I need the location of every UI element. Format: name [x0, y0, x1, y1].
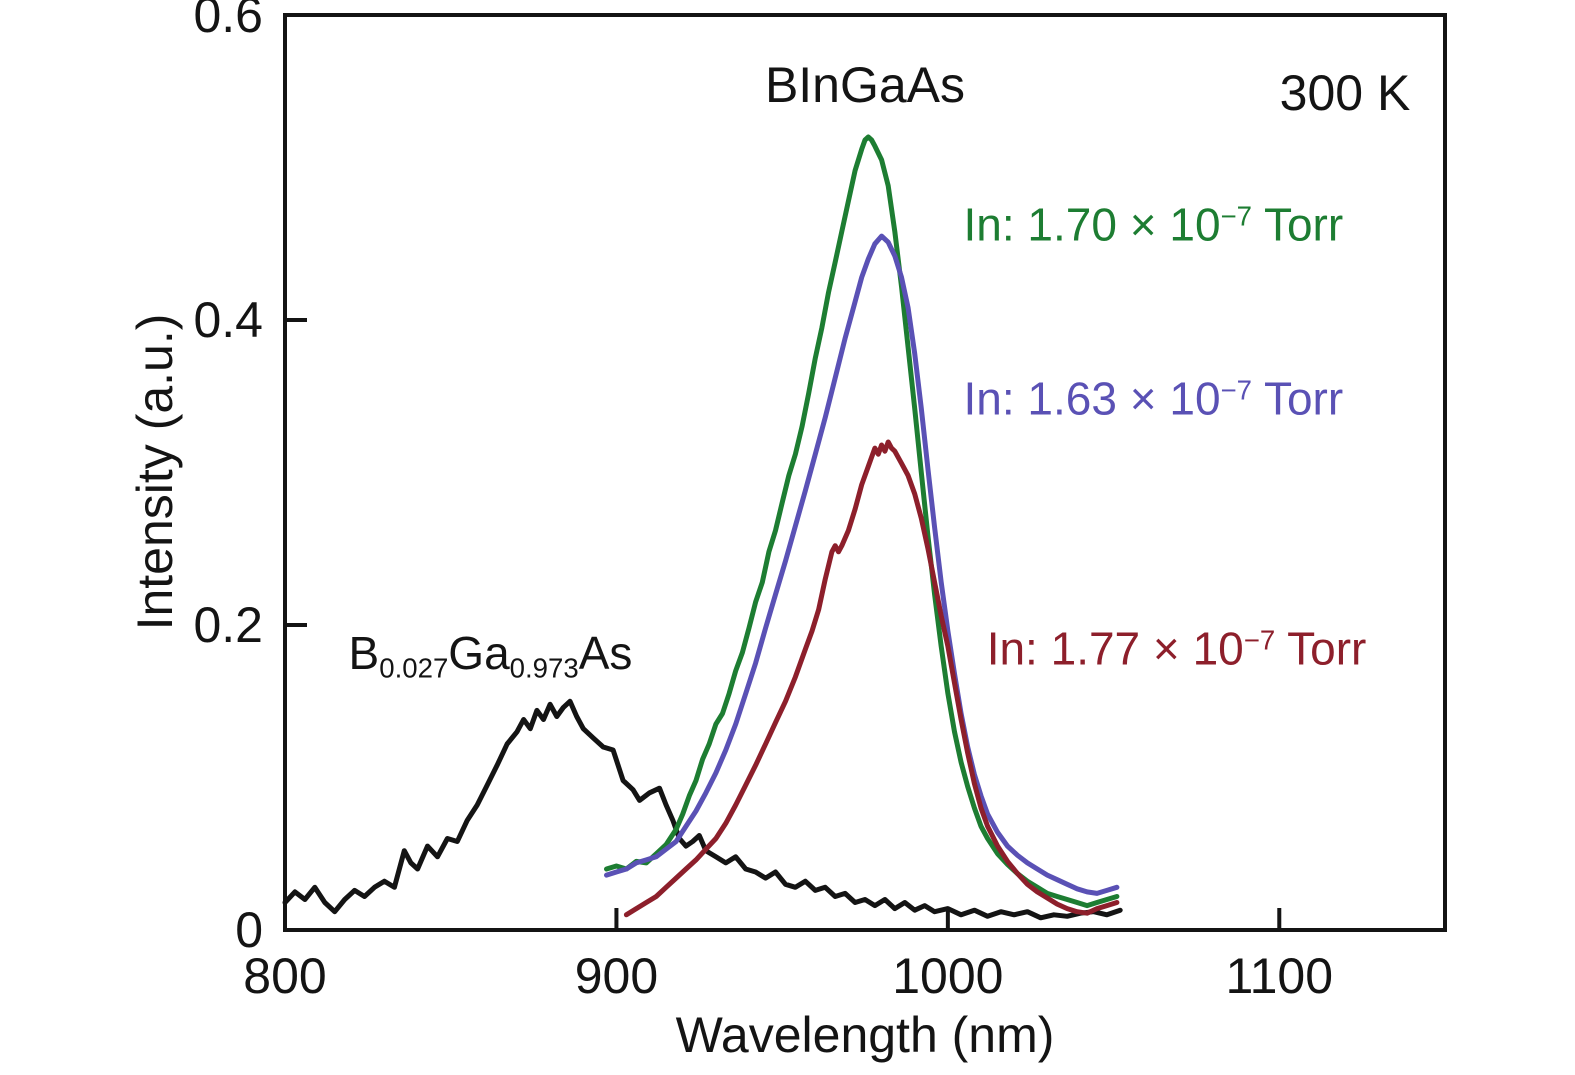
x-tick-label: 1100 [1226, 948, 1334, 1004]
series-line-2 [604, 233, 1120, 896]
y-tick-label: 0 [235, 902, 263, 958]
y-tick-label: 0.6 [193, 0, 263, 43]
series-line-0 [282, 698, 1123, 921]
x-tick-label: 900 [575, 948, 658, 1004]
x-axis-label: Wavelength (nm) [675, 1007, 1055, 1063]
chart-title: BInGaAs [764, 57, 966, 113]
y-tick-label: 0.2 [193, 597, 263, 653]
y-tick-label: 0.4 [193, 292, 263, 348]
series-line-1 [604, 134, 1120, 909]
temperature-label: 300 K [1279, 65, 1411, 121]
x-tick-label: 800 [243, 948, 326, 1004]
plot-frame [283, 13, 1447, 932]
series-line-3 [623, 439, 1120, 918]
x-tick-label: 1000 [892, 948, 1003, 1004]
y-axis-label: Intensity (a.u.) [127, 313, 183, 631]
